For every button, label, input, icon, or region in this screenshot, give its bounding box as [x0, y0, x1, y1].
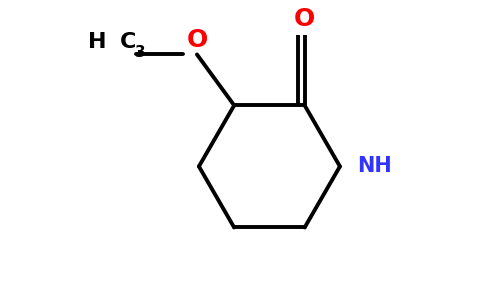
Text: 3: 3 [135, 45, 146, 60]
Text: H: H [89, 32, 107, 52]
Text: O: O [294, 7, 315, 31]
Text: C: C [120, 32, 136, 52]
Text: O: O [186, 28, 208, 52]
Text: NH: NH [358, 156, 393, 176]
